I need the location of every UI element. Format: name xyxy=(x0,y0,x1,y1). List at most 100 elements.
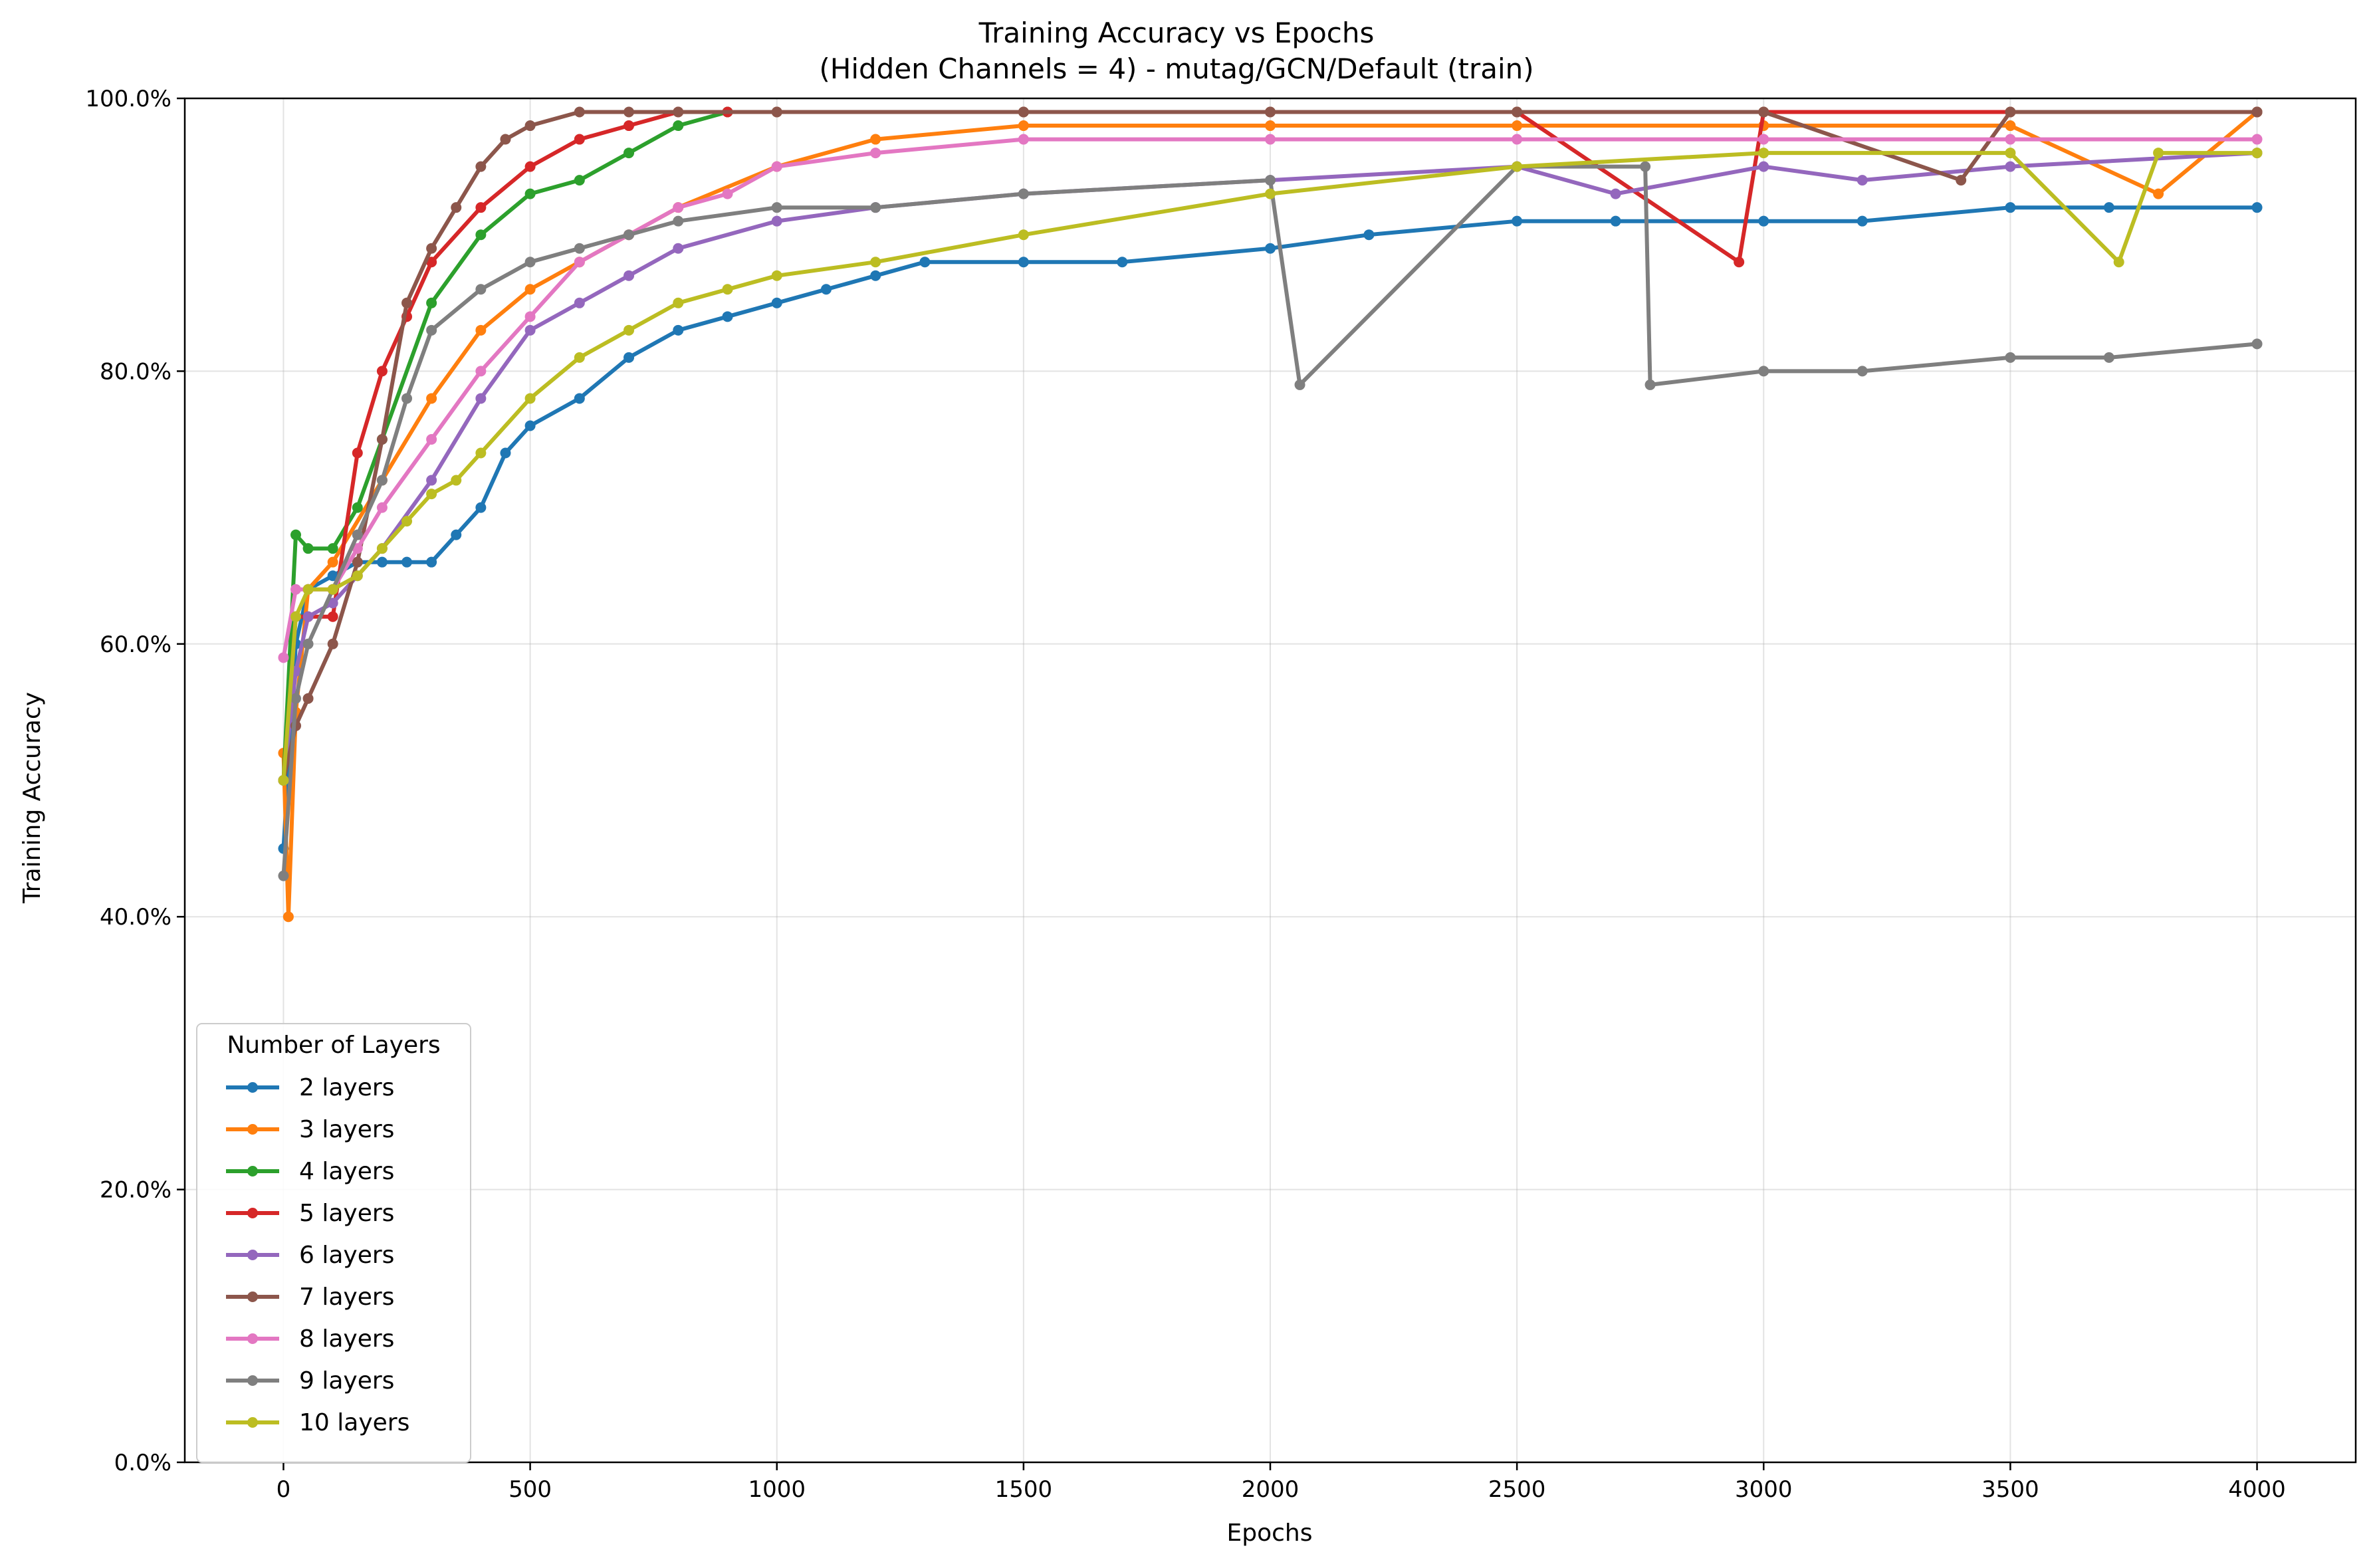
data-point xyxy=(673,215,684,227)
legend-frame xyxy=(196,1023,471,1463)
data-point xyxy=(1857,215,1868,227)
data-point xyxy=(623,324,635,336)
y-axis-ticks: 0.0% 20.0% 40.0% 60.0% 80.0% 100.0% xyxy=(85,86,185,1476)
data-point xyxy=(2251,134,2263,145)
data-point xyxy=(1265,120,1276,132)
y-tick-label: 80.0% xyxy=(100,358,171,385)
x-tick-label: 3500 xyxy=(1981,1476,2039,1503)
data-point xyxy=(426,297,437,308)
data-point xyxy=(500,447,511,459)
data-point xyxy=(475,393,487,404)
x-axis-label: Epochs xyxy=(1227,1519,1313,1547)
data-point xyxy=(1857,175,1868,186)
data-point xyxy=(2251,338,2263,350)
legend-entry-6-layers: 6 layers xyxy=(226,1242,394,1269)
x-tick-label: 2000 xyxy=(1242,1476,1300,1503)
data-point xyxy=(771,270,782,281)
chart-title: Training Accuracy vs Epochs xyxy=(978,17,1375,49)
data-point xyxy=(2153,188,2164,199)
data-point xyxy=(673,243,684,254)
data-point xyxy=(2113,257,2124,268)
data-point xyxy=(870,134,881,145)
data-point xyxy=(524,324,536,336)
data-point xyxy=(2251,148,2263,159)
data-point xyxy=(290,584,302,595)
data-point xyxy=(1758,215,1769,227)
data-point xyxy=(1758,161,1769,172)
data-point xyxy=(302,611,314,622)
data-point xyxy=(1018,134,1029,145)
data-point xyxy=(475,284,487,295)
data-point xyxy=(524,311,536,322)
data-point xyxy=(524,393,536,404)
data-point xyxy=(870,202,881,213)
data-point xyxy=(290,529,302,540)
data-point xyxy=(401,297,413,308)
data-point xyxy=(352,570,363,582)
data-point xyxy=(475,202,487,213)
data-point xyxy=(426,257,437,268)
data-point xyxy=(870,148,881,159)
legend-entry-9-layers: 9 layers xyxy=(226,1367,394,1395)
legend-label: 4 layers xyxy=(299,1158,394,1185)
data-point xyxy=(1265,243,1276,254)
series-9-layers xyxy=(278,161,2263,881)
x-tick-label: 2500 xyxy=(1488,1476,1546,1503)
data-point xyxy=(327,556,338,568)
data-point xyxy=(1512,120,1523,132)
legend-swatch-marker xyxy=(247,1333,258,1344)
data-point xyxy=(623,229,635,241)
y-tick-label: 20.0% xyxy=(100,1177,171,1204)
data-point xyxy=(376,502,388,513)
data-point xyxy=(352,556,363,568)
data-point xyxy=(376,366,388,377)
data-point xyxy=(1018,229,1029,241)
data-point xyxy=(623,106,635,118)
data-point xyxy=(673,106,684,118)
chart-subtitle: (Hidden Channels = 4) - mutag/GCN/Defaul… xyxy=(819,53,1533,85)
legend-label: 7 layers xyxy=(299,1284,394,1311)
data-point xyxy=(475,366,487,377)
data-point xyxy=(426,324,437,336)
data-point xyxy=(524,284,536,295)
data-point xyxy=(282,911,294,923)
data-point xyxy=(524,161,536,172)
data-point xyxy=(352,529,363,540)
data-point xyxy=(1956,175,1967,186)
legend: Number of Layers 2 layers 3 layers 4 layer… xyxy=(196,1023,471,1463)
data-point xyxy=(574,257,585,268)
data-point xyxy=(574,297,585,308)
legend-swatch-marker xyxy=(247,1417,258,1428)
data-point xyxy=(524,188,536,199)
data-point xyxy=(475,161,487,172)
data-point xyxy=(771,215,782,227)
data-point xyxy=(426,475,437,486)
data-point xyxy=(376,543,388,554)
data-point xyxy=(771,161,782,172)
data-point xyxy=(451,529,462,540)
data-point xyxy=(574,352,585,363)
data-point xyxy=(1758,106,1769,118)
data-point xyxy=(2005,202,2016,213)
x-tick-label: 0 xyxy=(277,1476,291,1503)
legend-swatch-marker xyxy=(247,1208,258,1218)
data-point xyxy=(376,434,388,445)
data-point xyxy=(278,775,289,786)
data-point xyxy=(574,175,585,186)
series-7-layers xyxy=(278,106,2263,786)
data-point xyxy=(1758,134,1769,145)
legend-label: 3 layers xyxy=(299,1116,394,1143)
series-line xyxy=(281,110,2257,781)
legend-swatch-marker xyxy=(247,1375,258,1386)
data-point xyxy=(327,598,338,609)
legend-label: 2 layers xyxy=(299,1074,394,1101)
series-lines xyxy=(278,106,2263,923)
data-point xyxy=(451,202,462,213)
data-point xyxy=(352,502,363,513)
data-point xyxy=(426,489,437,500)
data-point xyxy=(2153,148,2164,159)
data-point xyxy=(302,584,314,595)
data-point xyxy=(722,284,733,295)
data-point xyxy=(1512,134,1523,145)
